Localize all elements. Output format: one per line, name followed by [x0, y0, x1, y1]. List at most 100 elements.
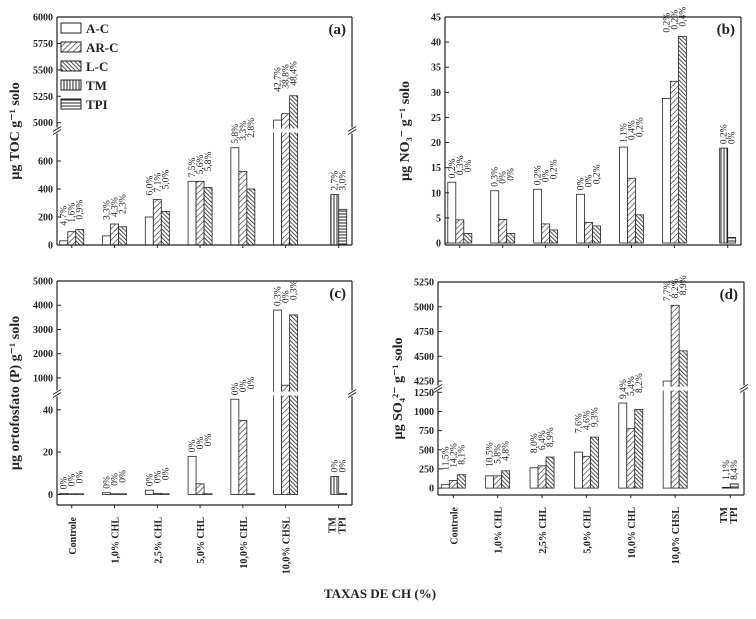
bar-percent-label: 0,2%	[550, 159, 560, 179]
bar-percent-label: 4,6%	[582, 410, 592, 430]
bar-percent-label: 0%	[339, 460, 349, 473]
bar-percent-label: 0%	[542, 170, 552, 183]
axis-break-mark	[433, 387, 443, 393]
axis-break-mask	[53, 390, 61, 397]
axis-break-mask	[740, 385, 748, 392]
bar-percent-label: 6,0%	[145, 176, 155, 196]
bar-ar-c-0	[67, 493, 77, 495]
bar-percent-label: 8,2%	[635, 373, 645, 393]
panel-tag: (a)	[329, 22, 347, 38]
bar-l-c-5	[289, 95, 299, 246]
bar-percent-label: 0%	[499, 171, 509, 184]
bar-ar-c-3	[582, 455, 591, 489]
bar-a-c-0	[440, 484, 450, 489]
bar-percent-label: 7,7%	[663, 281, 673, 301]
bar-tm	[721, 486, 731, 489]
bar-tm	[330, 194, 340, 246]
bar-percent-label: 0%	[204, 434, 214, 447]
legend-swatch-ar-c	[60, 41, 82, 53]
bar-percent-label: 38,8%	[282, 64, 292, 89]
bar-a-c-5	[662, 97, 671, 244]
bar-percent-label: 9,3%	[590, 407, 600, 427]
bar-percent-label: 2,3%	[119, 194, 129, 214]
bar-a-c-3	[576, 193, 585, 244]
bar-a-c-3	[187, 455, 197, 495]
bar-percent-label: 11,5%	[441, 446, 451, 470]
x-tick-label: 5,0% CHL	[196, 517, 207, 564]
axis-break-mark	[433, 384, 443, 390]
y-tick-label: 200	[38, 213, 53, 224]
bar-a-c-4	[618, 402, 628, 489]
x-tick-label: 1,0% CHL	[111, 517, 122, 564]
bar-percent-label: 42,7%	[274, 67, 284, 92]
y-tick-label: 30	[431, 88, 441, 99]
panel-b: 0 5 10 15 20 25 30 35 40 45 µg NO₃⁻ g⁻¹ solo (b) 0,2…	[398, 7, 742, 250]
y-tick-label: 15	[431, 163, 441, 174]
legend-swatch-tm	[60, 79, 82, 91]
axis-break-mark	[347, 389, 357, 395]
y-tick-label: 10	[431, 188, 441, 199]
bar-a-c-2	[533, 188, 543, 244]
bar-percent-label: 0%	[231, 382, 241, 395]
x-tick-label-tpi: TPI	[338, 517, 349, 534]
axis-break-mark	[52, 126, 62, 132]
y-tick-label: 5500	[33, 65, 53, 76]
bar-percent-label: 0%	[161, 467, 171, 480]
bar-ar-c-5	[281, 113, 291, 246]
bar-percent-label: 2,8%	[247, 118, 257, 138]
bar-l-c-3	[203, 187, 213, 246]
bar-percent-label: 0%	[239, 379, 249, 392]
axis-break-mask	[348, 127, 356, 134]
bar-l-c-5	[289, 314, 299, 495]
bar-percent-label: 1,1%	[619, 123, 629, 143]
x-tick-label-tm: TM	[719, 506, 730, 523]
bar-a-c-1	[485, 475, 495, 489]
x-tick-label: 2,5% CHL	[538, 507, 549, 554]
legend-entry: A-C	[86, 21, 109, 36]
y-tick-label: 6000	[33, 13, 53, 24]
bar-l-c-0	[75, 229, 85, 246]
y-tick-label: 5	[436, 213, 441, 224]
bar-percent-label: 3,3%	[239, 121, 249, 141]
bar-percent-label: 0%	[331, 460, 341, 473]
x-axis-label: TAXAS DE CH (%)	[324, 586, 436, 601]
y-tick-label: 1000	[414, 407, 434, 418]
bar-percent-label: 8,4%	[730, 460, 740, 480]
legend-entry: AR-C	[86, 40, 119, 55]
axis-break-mark	[347, 126, 357, 132]
y-tick-label: 20	[43, 448, 53, 459]
y-tick-label: 500	[419, 445, 434, 456]
y-tick-label: 5000	[33, 118, 53, 129]
bar-percent-label: 3,3%	[103, 200, 113, 220]
bar-l-c-3	[590, 436, 599, 489]
x-tick-label: 10,0% CHL	[627, 507, 638, 559]
bar-percent-label: 48,4%	[290, 61, 300, 86]
y-tick-label: 1000	[33, 373, 53, 384]
axis-break-gap	[439, 386, 743, 391]
legend-swatch-tpi	[60, 98, 82, 110]
bar-percent-label: 7,1%	[153, 173, 163, 193]
bar-percent-label: 4,7%	[60, 206, 70, 226]
bar-l-c-1	[506, 233, 516, 244]
bar-a-c-5	[273, 119, 283, 246]
bar-percent-label: 0,2%	[635, 117, 645, 137]
bar-ar-c-4	[238, 419, 248, 495]
bar-percent-label: 8,9%	[679, 275, 689, 295]
y-tick-label: 0	[48, 490, 53, 501]
bar-l-c-3	[592, 225, 601, 244]
legend-entry: TM	[86, 78, 107, 93]
bar-a-c-5	[662, 380, 672, 489]
bar-percent-label: 5,8%	[231, 124, 241, 144]
bar-percent-label: 0%	[153, 470, 163, 483]
bar-ar-c-0	[448, 480, 458, 489]
bar-percent-label: 6,4%	[538, 430, 548, 450]
y-tick-label: 0	[429, 484, 434, 495]
axis-break-gap	[58, 391, 351, 396]
bar-l-c-0	[463, 233, 473, 244]
y-tick-label: 4500	[414, 352, 434, 363]
bar-ar-c-5	[670, 80, 679, 244]
bar-ar-c-3	[584, 222, 593, 244]
bar-percent-label: 7,5%	[188, 157, 198, 177]
bar-percent-label: 3,0%	[339, 171, 349, 191]
